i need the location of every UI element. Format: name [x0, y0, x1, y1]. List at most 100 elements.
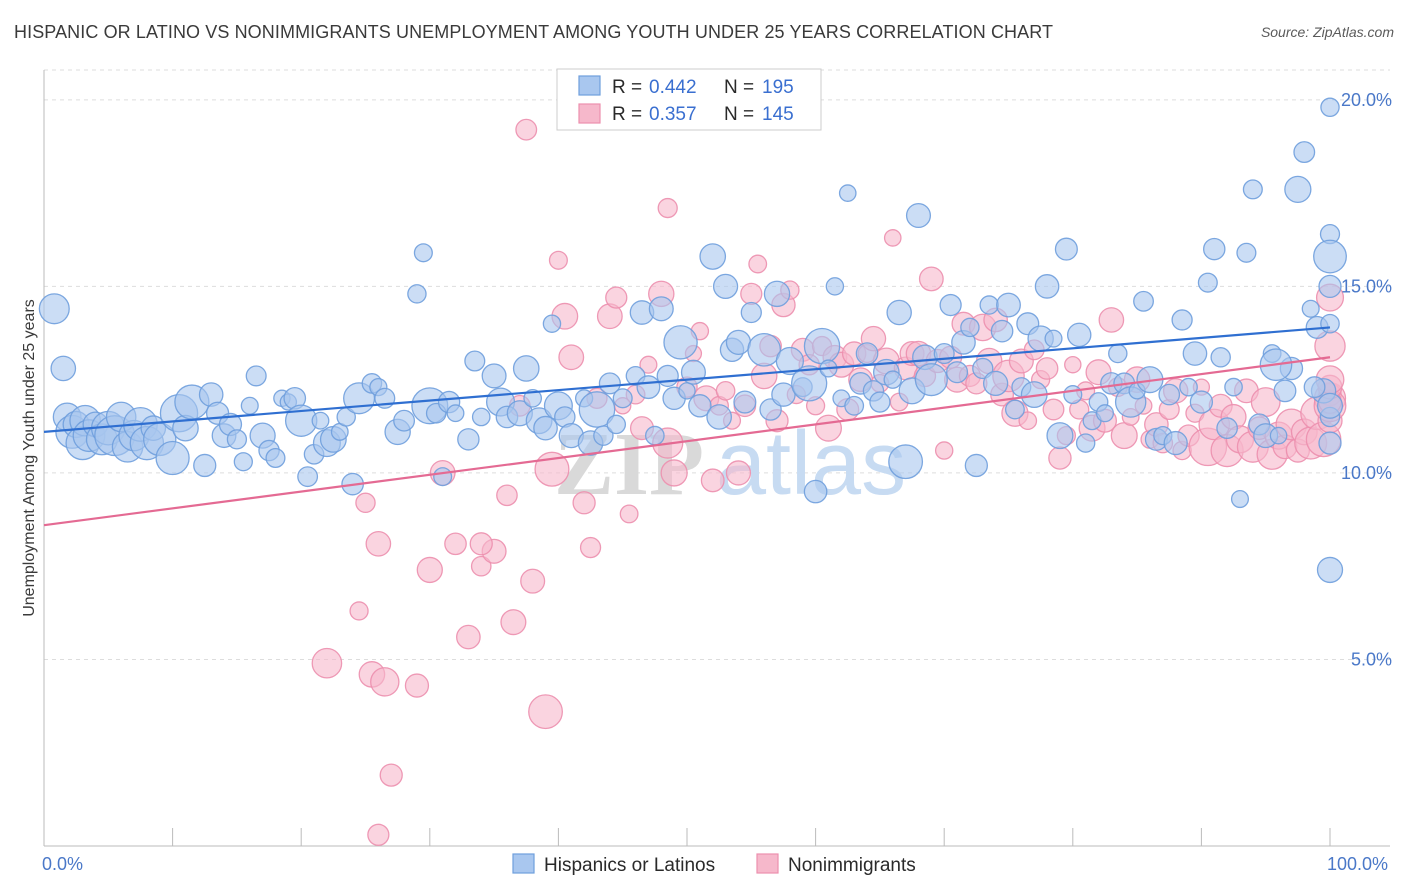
blue-point-143	[1044, 329, 1063, 348]
blue-point-171	[1224, 377, 1243, 397]
axes	[43, 70, 1390, 847]
source-credit: Source: ZipAtlas.com	[1260, 24, 1394, 40]
pink-point-92	[1035, 357, 1059, 380]
blue-point-117	[869, 391, 891, 413]
pink-point-12	[456, 624, 481, 650]
blue-point-62	[471, 407, 491, 427]
blue-point-57	[433, 467, 453, 487]
blue-point-134	[982, 370, 1009, 397]
blue-point-79	[598, 372, 621, 395]
blue-point-195	[1303, 376, 1326, 399]
blue-point-70	[533, 415, 558, 441]
blue-point-28	[226, 429, 248, 450]
pink-point-5	[370, 667, 400, 697]
y-axis-label: Unemployment Among Youth under 25 years	[21, 299, 38, 617]
hispanics-points	[38, 97, 1347, 584]
legend-pink-n-label: N =	[724, 104, 754, 125]
pink-point-42	[715, 380, 736, 401]
blue-point-179	[1273, 379, 1297, 403]
blue-point-170	[1216, 417, 1238, 440]
pink-point-94	[1048, 446, 1072, 470]
blue-point-183	[1301, 299, 1320, 318]
pink-point-18	[520, 568, 546, 594]
blue-point-135	[990, 319, 1014, 343]
blue-point-165	[1182, 341, 1208, 366]
pink-point-9	[416, 556, 443, 584]
blue-point-123	[905, 202, 932, 229]
y-tick-label-15: 15.0%	[1341, 276, 1392, 296]
blue-point-99	[740, 301, 762, 324]
pink-point-24	[579, 536, 602, 559]
blue-point-121	[888, 444, 924, 480]
blue-point-77	[578, 391, 616, 428]
blue-point-163	[1171, 309, 1193, 331]
pink-point-104	[1110, 422, 1138, 450]
blue-point-1	[50, 355, 77, 382]
blue-point-186	[1316, 556, 1344, 584]
blue-point-98	[733, 390, 757, 414]
blue-point-95	[712, 273, 739, 300]
blue-point-130	[960, 317, 980, 338]
pink-point-35	[660, 459, 688, 487]
y-tick-label-10: 10.0%	[1341, 463, 1392, 483]
blue-point-162	[1163, 430, 1188, 456]
pink-point-20	[548, 250, 568, 270]
legend-pink-n-value: 145	[762, 104, 794, 125]
pink-point-44	[725, 460, 752, 486]
x-tick-label-max: 100.0%	[1327, 854, 1388, 874]
blue-point-136	[996, 292, 1021, 318]
pink-point-0	[355, 492, 376, 514]
blue-point-107	[803, 479, 828, 504]
legend-pink-swatch	[578, 103, 601, 124]
pink-point-76	[934, 441, 954, 460]
hispanics-trend-line	[43, 326, 1331, 433]
pink-point-40	[700, 468, 725, 493]
blue-point-23	[193, 453, 217, 478]
blue-point-110	[825, 277, 845, 296]
pink-point-3	[311, 647, 343, 679]
blue-point-191	[1316, 392, 1344, 419]
pink-point-16	[500, 609, 527, 636]
blue-point-128	[946, 361, 969, 384]
blue-point-52	[393, 409, 416, 432]
blue-point-68	[523, 388, 543, 408]
legend-top: R = 0.442 N = 195 R = 0.357 N = 145	[556, 68, 822, 131]
pink-point-102	[1098, 307, 1125, 333]
blue-point-41	[311, 411, 330, 430]
pink-point-27	[605, 286, 628, 309]
blue-point-92	[688, 394, 712, 418]
pink-point-6	[404, 673, 430, 698]
legend-bottom-blue-label: Hispanics or Latinos	[544, 855, 715, 876]
pink-point-148	[469, 532, 493, 556]
legend-bottom-pink-label: Nonimmigrants	[788, 855, 916, 876]
blue-point-174	[1242, 179, 1263, 200]
pink-point-32	[639, 355, 658, 374]
blue-point-113	[844, 395, 865, 416]
blue-point-100	[747, 332, 782, 367]
blue-point-167	[1197, 272, 1218, 293]
legend-blue-r-value: 0.442	[649, 77, 697, 98]
pink-point-13	[470, 555, 492, 577]
blue-point-132	[972, 357, 994, 380]
page-title: HISPANIC OR LATINO VS NONIMMIGRANTS UNEM…	[14, 22, 1054, 42]
blue-point-30	[240, 396, 259, 415]
pink-point-29	[619, 504, 639, 524]
blue-point-148	[1075, 433, 1096, 453]
grid-lines	[44, 69, 1390, 660]
pink-point-7	[379, 763, 403, 787]
pink-point-74	[918, 266, 944, 292]
blue-point-71	[542, 314, 562, 333]
y-tick-label-5: 5.0%	[1351, 649, 1392, 669]
blue-point-192	[1318, 274, 1342, 299]
nonimmigrants-trend-line	[43, 356, 1331, 527]
blue-point-131	[964, 453, 988, 478]
blue-point-144	[1046, 422, 1074, 450]
blue-point-178	[1269, 426, 1288, 445]
blue-point-63	[481, 363, 507, 389]
blue-point-172	[1230, 489, 1250, 509]
blue-point-34	[265, 447, 286, 469]
blue-point-106	[791, 365, 828, 402]
blue-point-104	[775, 346, 805, 376]
blue-point-169	[1210, 347, 1231, 368]
legend-blue-n-value: 195	[762, 77, 794, 98]
